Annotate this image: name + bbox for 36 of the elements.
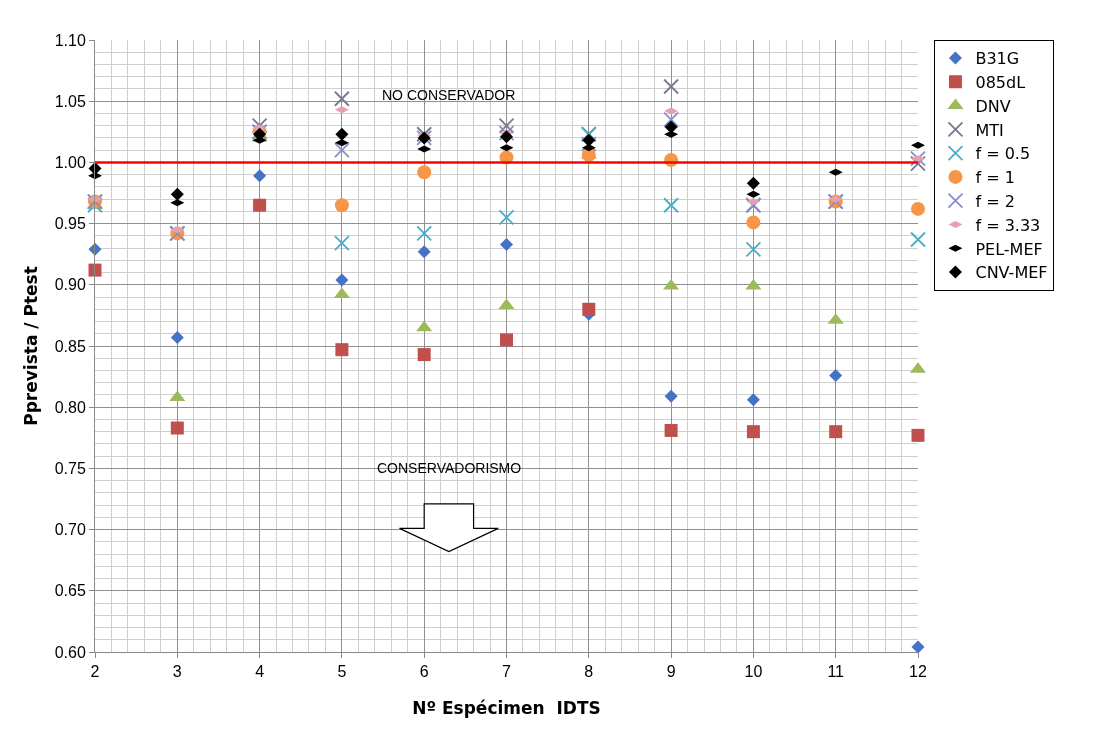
y-tick-label: 0.65 [54, 582, 86, 600]
legend-label: f = 3.33 [975, 215, 1041, 235]
x-tick-label: 2 [90, 663, 100, 681]
legend-label: MTI [975, 120, 1004, 140]
y-tick-label: 0.80 [54, 398, 86, 416]
y-tick-label: 1.00 [54, 154, 86, 171]
y-tick-label: 1.10 [54, 31, 86, 49]
legend-label: f = 0.5 [975, 144, 1031, 164]
x-tick-label: 5 [337, 663, 347, 681]
legend-label: CNV-MEF [975, 263, 1048, 283]
y-axis-title: Pprevista / Ptest [21, 266, 42, 426]
annotation: CONSERVADORISMO [377, 460, 522, 476]
x-tick-label: 6 [419, 663, 429, 681]
legend-label: DNV [975, 96, 1011, 116]
x-tick-label: 4 [255, 663, 265, 681]
x-tick-label: 9 [666, 663, 676, 681]
x-axis-title: Nº Espécimen IDTS [412, 697, 601, 718]
y-tick-label: 0.60 [54, 643, 86, 661]
legend-label: B31G [975, 49, 1020, 69]
y-tick-label: 0.90 [54, 276, 86, 294]
annotation: NO CONSERVADOR [382, 87, 516, 103]
x-tick-label: 8 [584, 663, 594, 681]
legend-label: f = 2 [975, 191, 1015, 211]
y-tick-label: 0.95 [54, 215, 86, 233]
y-tick-label: 0.85 [54, 337, 86, 355]
y-tick-label: 1.05 [54, 92, 86, 110]
legend-label: f = 1 [975, 168, 1015, 188]
x-tick-label: 11 [827, 663, 845, 681]
legend-label: PEL-MEF [975, 239, 1043, 259]
x-tick-label: 12 [909, 663, 927, 681]
x-tick-label: 7 [502, 663, 512, 681]
x-tick-label: 3 [172, 663, 182, 681]
x-tick-label: 10 [744, 663, 763, 681]
y-tick-label: 0.70 [54, 521, 86, 539]
y-tick-label: 0.75 [54, 460, 86, 477]
legend-label: 085dL [975, 72, 1026, 92]
